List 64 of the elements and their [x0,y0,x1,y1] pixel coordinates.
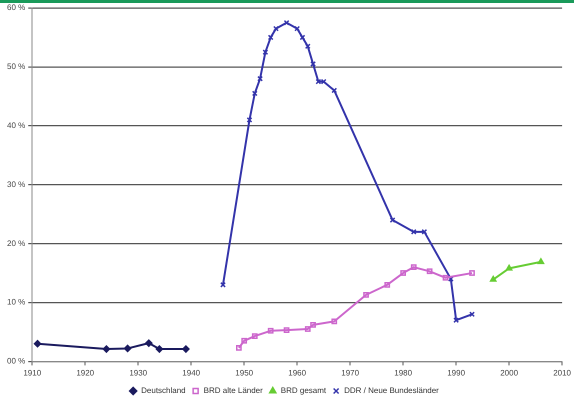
x-tick-label: 1940 [182,368,201,378]
x-tick-label: 1930 [129,368,148,378]
point [145,339,153,347]
legend-label: Deutschland [141,386,186,396]
point [304,43,311,50]
point [284,20,290,26]
point [124,344,132,352]
point [442,274,448,281]
point [331,88,338,94]
y-tick-label: 20 % [7,238,26,248]
point [268,328,274,334]
x-tick-label: 1970 [341,368,360,378]
point [273,26,279,32]
y-tick-label: 50 % [7,62,26,72]
x-tick-label: 1980 [394,368,413,378]
point [241,338,248,344]
x-tick-label: 2000 [500,368,519,378]
y-tick-label: 10 % [7,298,26,307]
legend-label: DDR / Neue Bundesländer [344,386,440,396]
point [294,26,300,32]
point [236,344,242,351]
point [490,276,497,282]
point [453,317,459,324]
y-tick-label: 40 % [7,121,26,130]
point [410,228,417,235]
point [310,61,316,67]
y-tick-label: 00 % [7,356,26,366]
x-tick-label: 1950 [235,368,254,378]
point [102,345,110,353]
legend-label: BRD gesamt [280,386,327,396]
point [268,34,274,40]
point [257,76,263,82]
point [363,292,369,298]
point [400,270,406,276]
point [410,264,417,270]
point [315,78,322,84]
point [421,228,428,235]
point [182,345,190,353]
x-tick-label: 2010 [553,368,572,378]
point [320,78,327,84]
legend-label: BRD alte Länder [204,386,264,396]
point [384,282,390,288]
point [304,326,311,332]
y-tick-label: 30 % [7,180,26,189]
point [469,270,475,276]
point [538,258,544,264]
x-tick-label: 1920 [76,368,95,378]
point [426,268,433,274]
x-tick-label: 1960 [288,368,307,378]
point [310,322,316,328]
point [34,340,42,348]
point [284,327,290,334]
x-tick-label: 1910 [23,368,42,378]
point [252,90,258,96]
point [262,49,268,56]
point [390,217,396,223]
point [506,264,512,271]
point [156,345,164,353]
x-tick-label: 1990 [447,368,466,378]
point [252,333,258,339]
point [300,34,306,40]
point [331,318,338,324]
point [246,117,252,123]
y-tick-label: 60 % [7,3,26,12]
